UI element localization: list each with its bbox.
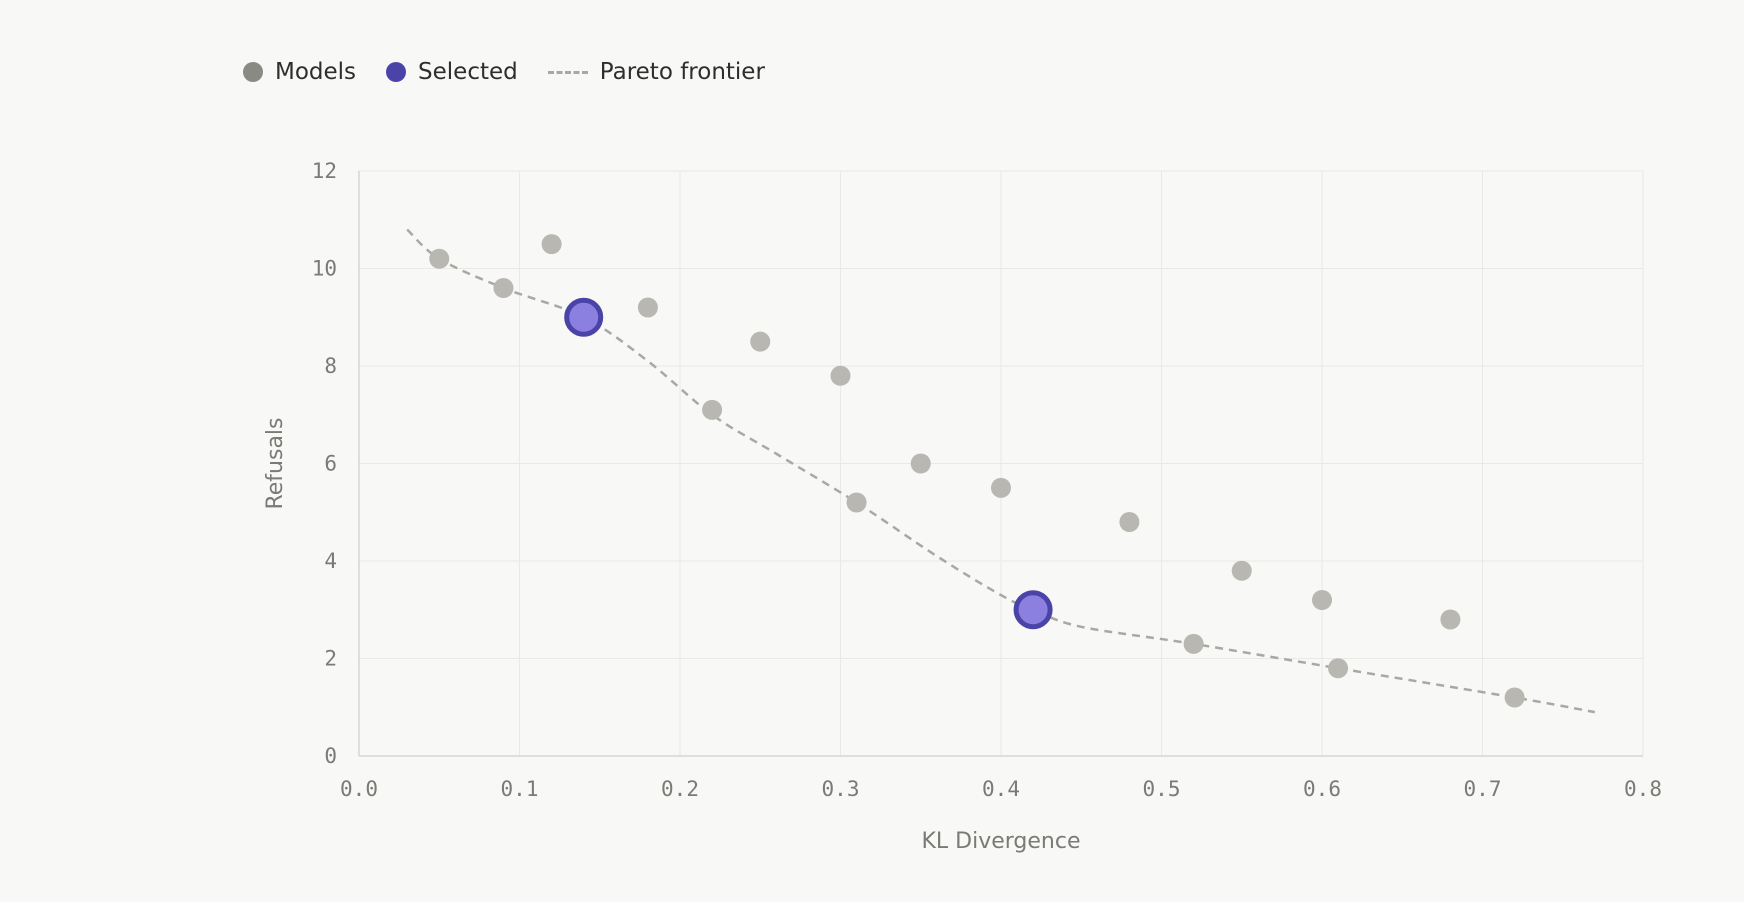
model-point — [1183, 633, 1204, 654]
x-tick-label: 0.5 — [1143, 777, 1181, 801]
model-point — [830, 365, 851, 386]
model-point — [846, 492, 867, 513]
chart-legend: Models Selected Pareto frontier — [243, 56, 795, 88]
model-points — [429, 234, 1525, 708]
y-tick-label: 6 — [324, 452, 337, 476]
x-tick-label: 0.4 — [982, 777, 1020, 801]
model-point — [991, 477, 1011, 498]
model-point — [493, 278, 514, 298]
model-point — [910, 453, 931, 474]
x-axis-title: KL Divergence — [921, 829, 1080, 854]
y-axis-title: Refusals — [263, 417, 288, 509]
model-point — [702, 399, 723, 420]
legend-item-models[interactable]: Models — [243, 59, 356, 85]
x-tick-label: 0.1 — [501, 777, 539, 801]
y-tick-label: 8 — [324, 354, 337, 378]
model-point — [1440, 609, 1461, 630]
model-point — [429, 248, 450, 269]
chart-axes — [358, 171, 1643, 757]
legend-label-pareto-frontier: Pareto frontier — [599, 59, 765, 85]
selected-point — [564, 297, 604, 337]
legend-label-models: Models — [275, 59, 357, 85]
model-point — [1328, 658, 1349, 679]
x-tick-labels: 0.0 0.1 0.2 0.3 0.4 0.5 0.6 0.7 0.8 — [340, 777, 1662, 801]
y-tick-label: 0 — [324, 744, 337, 768]
x-tick-label: 0.2 — [661, 777, 699, 801]
x-tick-label: 0.7 — [1464, 777, 1502, 801]
model-point — [1231, 560, 1252, 581]
y-tick-label: 4 — [324, 549, 337, 573]
selected-point — [1013, 590, 1053, 630]
legend-item-pareto-frontier[interactable]: Pareto frontier — [547, 59, 765, 85]
y-tick-label: 10 — [312, 257, 337, 281]
x-tick-label: 0.8 — [1624, 777, 1662, 801]
dashed-line-swatch-icon — [547, 70, 588, 74]
selected-swatch-icon — [386, 62, 407, 82]
y-tick-label: 12 — [312, 159, 337, 183]
x-tick-label: 0.6 — [1303, 777, 1341, 801]
y-tick-labels: 0 2 4 6 8 10 12 — [312, 159, 337, 768]
model-point — [1504, 687, 1525, 708]
legend-label-selected: Selected — [418, 59, 518, 85]
x-tick-label: 0.0 — [340, 777, 378, 801]
model-point — [1119, 512, 1140, 532]
legend-item-selected[interactable]: Selected — [386, 59, 518, 85]
x-tick-label: 0.3 — [822, 777, 860, 801]
model-point — [637, 297, 658, 318]
models-swatch-icon — [243, 62, 263, 82]
model-point — [541, 234, 562, 255]
selected-points — [564, 297, 1053, 630]
model-point — [1312, 590, 1332, 610]
y-tick-label: 2 — [324, 647, 337, 671]
grid-lines — [359, 170, 1644, 756]
model-point — [750, 331, 771, 352]
